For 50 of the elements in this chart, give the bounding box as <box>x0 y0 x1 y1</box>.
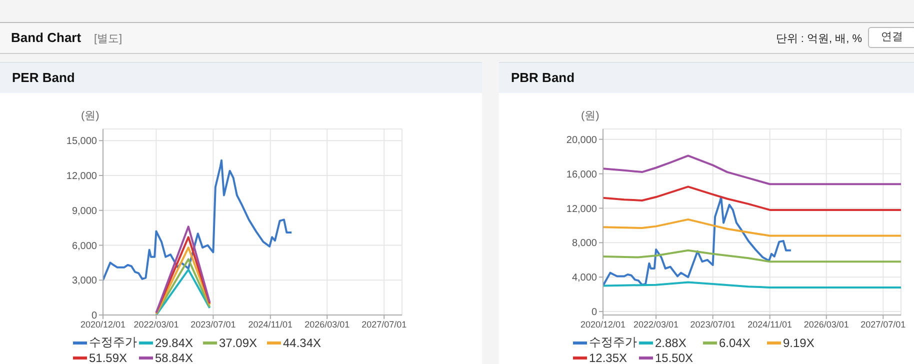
chart-title: PER Band <box>0 62 482 93</box>
line-series <box>603 196 792 287</box>
x-tick-label: 2026/03/01 <box>304 319 350 330</box>
legend-label: 29.84X <box>155 336 194 350</box>
y-tick-label: 0 <box>91 310 98 322</box>
text: 단위 : 억원, 배, % <box>776 32 862 46</box>
x-tick-label: 2023/07/01 <box>690 319 736 330</box>
text: Band Chart <box>11 30 82 45</box>
toggle-button: 연결 <box>868 27 914 48</box>
text: [별도] <box>94 32 122 46</box>
legend-label: 12.35X <box>589 350 628 364</box>
x-tick-label: 2024/11/01 <box>748 319 792 330</box>
line-series <box>603 249 901 263</box>
x-tick-label: 2027/07/01 <box>362 319 407 330</box>
y-tick-label: 3,000 <box>72 276 98 287</box>
legend-label: 44.34X <box>283 336 322 350</box>
y-axis-title: (원) <box>81 109 100 123</box>
legend-label: 15.50X <box>655 350 694 364</box>
legend-label: 51.59X <box>89 350 128 364</box>
x-tick-label: 2027/07/01 <box>860 319 906 330</box>
y-tick-label: 12,000 <box>566 204 598 215</box>
y-tick-label: 20,000 <box>566 134 598 146</box>
legend-label: 58.84X <box>155 350 194 364</box>
y-tick-label: 16,000 <box>566 169 598 180</box>
y-tick-label: 9,000 <box>72 206 98 217</box>
chart-title: PBR Band <box>499 62 914 93</box>
y-tick-label: 4,000 <box>572 272 598 284</box>
y-tick-label: 6,000 <box>72 240 98 252</box>
legend-label: 9.19X <box>783 336 814 350</box>
x-tick-label: 2020/12/01 <box>80 319 126 330</box>
legend-label: 수정주가 <box>89 334 137 351</box>
line-series <box>603 154 901 186</box>
x-tick-label: 2020/12/01 <box>580 319 626 330</box>
line-series <box>603 218 901 237</box>
x-tick-label: 2024/11/01 <box>248 319 293 330</box>
x-tick-label: 2026/03/01 <box>804 319 849 330</box>
x-tick-label: 2022/03/01 <box>634 319 679 330</box>
y-tick-label: 15,000 <box>66 136 98 148</box>
x-tick-label: 2023/07/01 <box>190 319 236 330</box>
y-axis-title: (원) <box>581 109 600 123</box>
legend-label: 37.09X <box>219 336 258 350</box>
x-tick-label: 2022/03/01 <box>134 319 179 330</box>
legend-label: 2.88X <box>655 336 686 350</box>
line-series <box>603 186 901 211</box>
line-series <box>103 159 293 282</box>
legend-label: 수정주가 <box>589 334 637 351</box>
legend-label: 6.04X <box>719 336 750 350</box>
y-tick-label: 8,000 <box>572 238 598 250</box>
y-tick-label: 12,000 <box>66 171 98 182</box>
y-tick-label: 0 <box>591 307 598 318</box>
